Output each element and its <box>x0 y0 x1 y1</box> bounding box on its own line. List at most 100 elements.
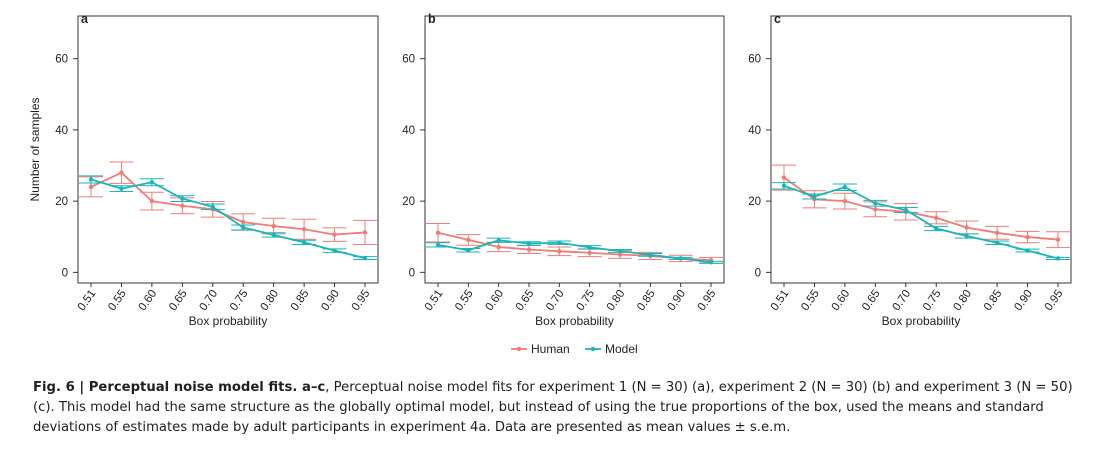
y-axis-label: Number of samples <box>28 97 42 201</box>
series-line <box>437 239 712 264</box>
data-point <box>842 198 848 204</box>
data-point <box>934 215 939 221</box>
y-tick-label: 20 <box>748 196 761 208</box>
x-tick-label: 0.95 <box>696 288 719 313</box>
data-point <box>119 170 124 175</box>
data-point <box>149 198 155 204</box>
x-tick-label: 0.70 <box>198 288 221 313</box>
data-point <box>678 256 683 261</box>
data-point <box>362 255 368 261</box>
data-point <box>332 232 337 237</box>
data-point <box>964 233 969 239</box>
y-tick-label: 60 <box>748 54 761 66</box>
x-tick-label: 0.55 <box>799 288 822 313</box>
x-tick-label: 0.85 <box>635 288 658 313</box>
caption-lead: Fig. 6 | Perceptual noise model fits. a–… <box>33 380 326 395</box>
data-point <box>435 230 441 236</box>
data-point <box>1025 248 1030 253</box>
panel-label: a <box>81 12 89 26</box>
data-point <box>362 230 368 235</box>
legend-swatch-point <box>516 346 522 352</box>
y-tick-label: 0 <box>409 267 415 279</box>
data-point <box>526 247 532 252</box>
data-point <box>873 201 878 206</box>
x-tick-label: 0.51 <box>76 288 99 313</box>
x-tick-label: 0.55 <box>106 288 129 313</box>
data-point <box>781 175 787 180</box>
data-point <box>466 237 471 243</box>
data-point <box>271 223 276 229</box>
x-tick-label: 0.75 <box>228 288 251 313</box>
plot-frame <box>424 15 725 284</box>
x-tick-label: 0.85 <box>982 288 1005 313</box>
x-axis-label: Box probability <box>535 314 614 328</box>
data-point <box>1055 237 1061 242</box>
data-point <box>842 185 848 190</box>
x-tick-label: 0.60 <box>483 288 506 313</box>
data-point <box>587 250 592 255</box>
x-tick-label: 0.70 <box>544 288 567 313</box>
series-model <box>772 182 1070 261</box>
data-point <box>587 245 592 250</box>
data-point <box>496 244 501 250</box>
data-point <box>994 230 1000 236</box>
data-point <box>301 227 307 232</box>
y-tick-label: 40 <box>748 125 761 137</box>
figure-caption: Fig. 6 | Perceptual noise model fits. a–… <box>33 378 1073 438</box>
data-point <box>149 180 155 185</box>
series-model <box>426 237 723 265</box>
data-point <box>435 242 441 248</box>
x-tick-label: 0.70 <box>891 288 914 313</box>
data-point <box>1055 256 1061 261</box>
y-tick-label: 60 <box>402 54 415 66</box>
data-point <box>557 240 562 245</box>
data-point <box>617 248 623 254</box>
series-model <box>79 175 377 261</box>
series-line <box>90 171 366 236</box>
x-tick-label: 0.60 <box>830 288 853 313</box>
x-tick-label: 0.65 <box>514 288 537 313</box>
data-point <box>241 219 246 225</box>
x-tick-label: 0.90 <box>1012 288 1035 313</box>
data-point <box>210 204 215 210</box>
x-tick-label: 0.95 <box>1043 288 1066 313</box>
legend-swatch-point <box>590 346 596 352</box>
data-point <box>119 186 124 191</box>
y-tick-label: 20 <box>402 196 415 208</box>
x-tick-label: 0.65 <box>860 288 883 313</box>
data-point <box>180 196 185 201</box>
x-tick-label: 0.60 <box>137 288 160 313</box>
data-point <box>180 203 185 208</box>
series-line <box>783 184 1059 260</box>
data-point <box>708 260 714 265</box>
data-point <box>903 207 908 213</box>
series-line <box>90 178 366 259</box>
x-axis-label: Box probability <box>882 314 961 328</box>
data-point <box>557 249 562 254</box>
x-tick-label: 0.75 <box>574 288 597 313</box>
caption-text: , Perceptual noise model fits for experi… <box>33 380 1073 435</box>
data-point <box>241 225 246 230</box>
panel-label: c <box>774 12 781 26</box>
data-point <box>88 177 94 182</box>
x-axis-label: Box probability <box>189 314 268 328</box>
y-tick-label: 60 <box>55 54 68 66</box>
series-line <box>783 176 1059 241</box>
data-point <box>88 184 94 190</box>
data-point <box>648 252 653 258</box>
legend-label: Human <box>531 342 570 356</box>
x-tick-label: 0.90 <box>665 288 688 313</box>
data-point <box>1025 234 1030 240</box>
data-point <box>496 238 501 243</box>
data-point <box>301 240 307 245</box>
data-point <box>526 241 532 246</box>
x-tick-label: 0.90 <box>319 288 342 313</box>
x-tick-label: 0.85 <box>289 288 312 313</box>
panel-label: b <box>428 12 436 26</box>
chart-panel-a: a 0 20 40 60 0.51 0.55 0.60 0.65 0.70 0.75 0.80 0.85… <box>28 12 379 328</box>
data-point <box>873 207 878 212</box>
data-point <box>934 226 939 231</box>
x-tick-label: 0.65 <box>167 288 190 313</box>
y-tick-label: 20 <box>55 196 68 208</box>
